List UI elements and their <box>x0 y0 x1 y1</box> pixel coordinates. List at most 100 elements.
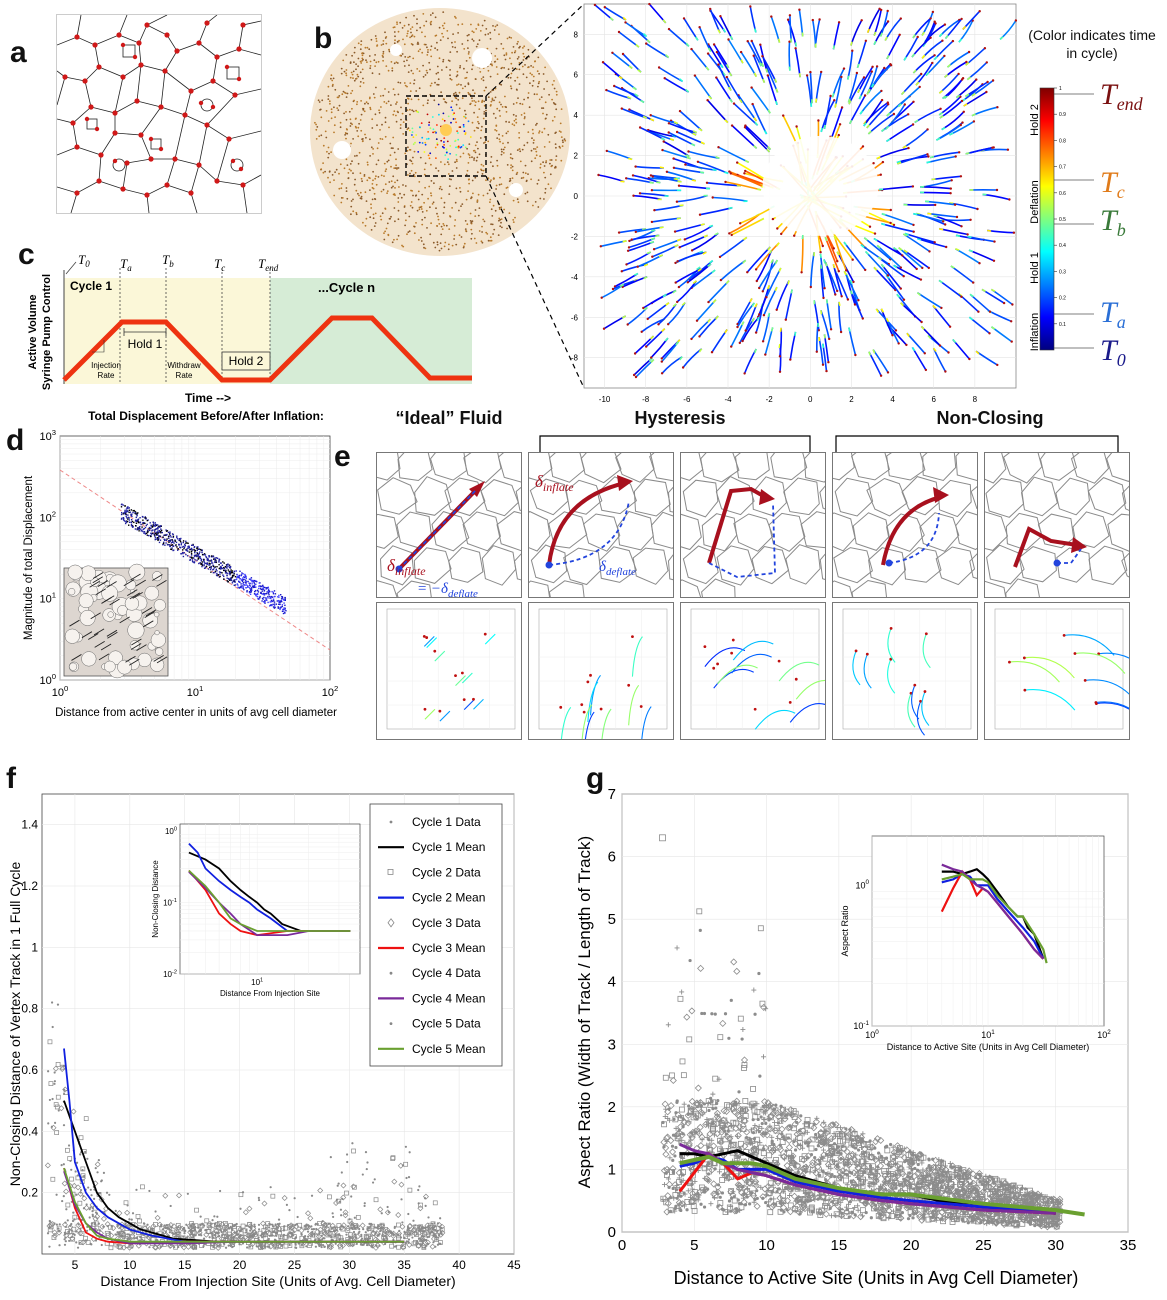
track-start-dot <box>691 249 693 251</box>
displacement-point <box>123 518 124 519</box>
displacement-point <box>269 605 270 606</box>
displacement-point <box>226 567 227 568</box>
track-start-dot <box>904 103 906 105</box>
displacement-point <box>126 521 127 522</box>
scatter-point <box>53 1222 55 1224</box>
displacement-point <box>235 576 236 577</box>
displacement-point <box>253 585 254 586</box>
displacement-point <box>167 544 168 545</box>
vertex-track-end <box>651 238 655 239</box>
displacement-point <box>182 546 183 547</box>
track-start-dot <box>730 172 732 174</box>
scatter-point <box>115 1234 117 1236</box>
displacement-point <box>126 517 127 518</box>
displacement-point <box>243 589 244 590</box>
track-start-dot <box>1013 232 1015 234</box>
displacement-point <box>219 576 220 577</box>
vertex-track-end <box>623 241 627 242</box>
displacement-point <box>223 578 224 579</box>
displacement-point <box>176 542 177 543</box>
track-start-dot <box>622 53 624 55</box>
displacement-point <box>194 547 195 548</box>
displacement-point <box>184 547 185 548</box>
track-start-dot <box>793 235 795 237</box>
track-start-dot <box>731 234 733 236</box>
track-start-dot <box>800 271 802 273</box>
displacement-point <box>176 537 177 538</box>
vertex-track-end <box>851 42 852 46</box>
foam-cell <box>904 548 941 583</box>
track-start-dot <box>968 358 970 360</box>
foam-cell <box>1057 548 1090 582</box>
track-start-dot <box>641 331 643 333</box>
track-start-dot <box>794 47 796 49</box>
displacement-point <box>189 547 190 548</box>
scatter-point <box>47 1070 49 1072</box>
displacement-point <box>246 590 247 591</box>
displacement-point <box>209 564 210 565</box>
displacement-point <box>128 517 129 518</box>
track-start-dot <box>628 246 630 248</box>
displacement-point <box>159 542 160 543</box>
scatter-point <box>65 1208 67 1210</box>
scatter-point <box>86 1158 88 1160</box>
track-start-dot <box>632 195 634 197</box>
scatter-point <box>249 1230 251 1232</box>
track-start-dot <box>988 332 990 334</box>
scatter-point <box>362 1173 364 1175</box>
track-start-dot <box>809 71 811 73</box>
displacement-point <box>201 566 202 567</box>
scatter-point <box>307 1236 309 1238</box>
displacement-point <box>205 563 206 564</box>
foam-cell <box>717 546 754 585</box>
track-start-dot <box>822 297 824 299</box>
displacement-point <box>127 508 128 509</box>
track-start-dot <box>731 124 733 126</box>
displacement-point <box>279 609 280 610</box>
track-start-dot <box>929 37 931 39</box>
displacement-point <box>127 514 128 515</box>
scatter-point <box>69 1160 71 1162</box>
track-start-dot <box>861 19 863 21</box>
foam-cell <box>902 477 939 515</box>
track-start-dot <box>776 309 778 311</box>
track-start-dot <box>717 63 719 65</box>
track-start-dot <box>676 260 678 262</box>
track-start-dot <box>706 99 708 101</box>
displacement-point <box>194 552 195 553</box>
vertex-track-end <box>821 265 822 269</box>
displacement-point <box>244 584 245 585</box>
track-start-dot <box>699 214 701 216</box>
track-start-dot <box>934 22 936 24</box>
track-start-dot <box>920 73 922 75</box>
displacement-point <box>193 557 194 558</box>
displacement-point <box>124 505 125 506</box>
track-start-dot <box>674 230 676 232</box>
scatter-point <box>239 1208 241 1210</box>
displacement-point <box>163 543 164 544</box>
displacement-point <box>236 579 237 580</box>
track-start-dot <box>668 122 670 124</box>
track-start-dot <box>949 326 951 328</box>
displacement-point <box>216 570 217 571</box>
displacement-point <box>190 557 191 558</box>
photo-bubble <box>138 653 152 667</box>
displacement-point <box>141 526 142 527</box>
displacement-point <box>202 561 203 562</box>
displacement-point <box>278 606 279 607</box>
displacement-point <box>277 600 278 601</box>
displacement-point <box>181 553 182 554</box>
track-start-dot <box>717 146 719 148</box>
track-start-dot <box>664 77 666 79</box>
zoom-x-tick: 2 <box>849 395 854 404</box>
track-start-dot <box>820 71 822 73</box>
track-start-dot <box>728 232 730 234</box>
track-start-dot <box>743 372 745 374</box>
small-track-dot <box>640 705 643 708</box>
foam-cell <box>985 512 1008 551</box>
displacement-point <box>260 592 261 593</box>
track-start-dot <box>618 231 620 233</box>
displacement-point <box>236 577 237 578</box>
